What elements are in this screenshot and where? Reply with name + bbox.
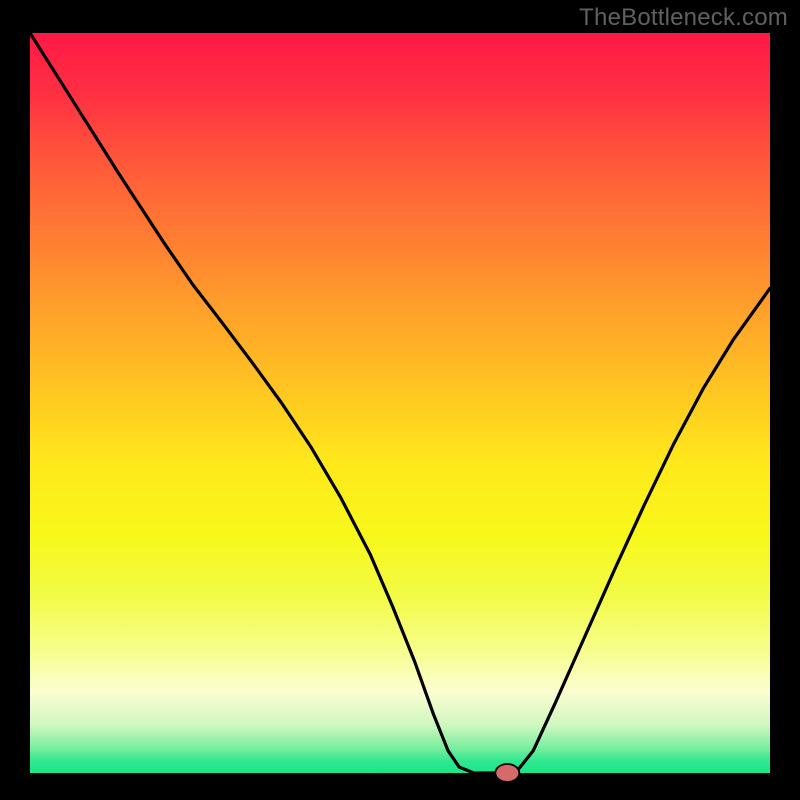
bottleneck-chart [0, 0, 800, 800]
optimum-marker [495, 764, 519, 782]
gradient-background [30, 33, 770, 773]
chart-container: { "watermark": "TheBottleneck.com", "cha… [0, 0, 800, 800]
watermark-text: TheBottleneck.com [579, 4, 788, 32]
